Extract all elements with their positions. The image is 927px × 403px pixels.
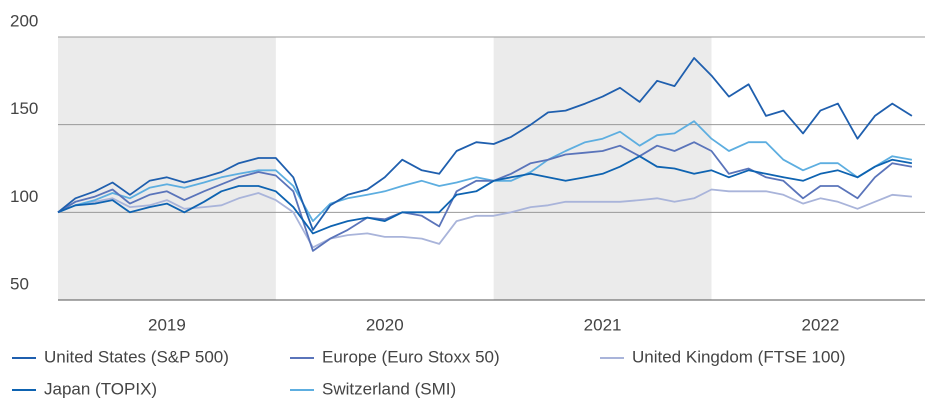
y-tick-label: 200 <box>10 11 38 30</box>
series-line <box>57 120 913 222</box>
x-tick-label: 2019 <box>148 315 186 334</box>
x-tick-label: 2021 <box>584 315 622 334</box>
legend-label: Switzerland (SMI) <box>322 379 456 398</box>
legend-label: United States (S&P 500) <box>44 347 229 366</box>
year-band <box>58 37 276 300</box>
y-tick-label: 50 <box>10 274 29 293</box>
series-line <box>57 57 913 231</box>
series-line <box>57 155 913 235</box>
y-tick-label: 100 <box>10 187 38 206</box>
legend-label: Japan (TOPIX) <box>44 379 157 398</box>
series-line <box>57 188 912 249</box>
y-tick-label: 150 <box>10 99 38 118</box>
year-band <box>493 37 712 300</box>
series-line <box>57 141 913 252</box>
legend-label: United Kingdom (FTSE 100) <box>632 347 846 366</box>
legend-label: Europe (Euro Stoxx 50) <box>322 347 500 366</box>
x-tick-label: 2020 <box>366 315 404 334</box>
x-tick-label: 2022 <box>802 315 840 334</box>
